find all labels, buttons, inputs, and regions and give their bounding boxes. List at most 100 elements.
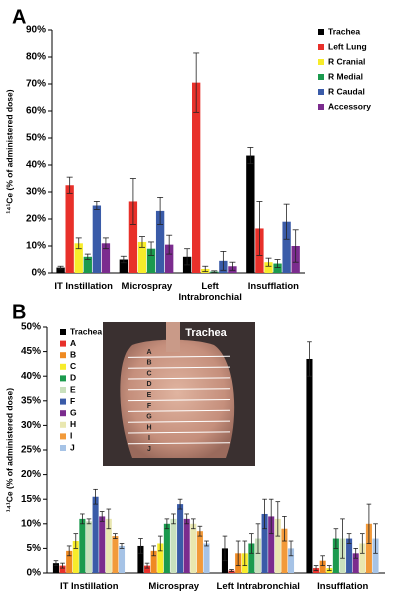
y-tick-label: 60% [26, 106, 46, 117]
error-bar [86, 518, 92, 525]
legend-label: A [70, 338, 76, 348]
error-bar [171, 513, 176, 525]
section-line [127, 442, 231, 445]
legend-label: F [70, 396, 75, 406]
trachea-shape [166, 322, 180, 352]
section-label: F [147, 403, 152, 410]
bar [306, 358, 313, 573]
section-label: J [147, 446, 151, 453]
bar [92, 205, 102, 273]
bar [254, 538, 262, 573]
legend-swatch [60, 329, 66, 335]
x-tick-label: IT Instillation [59, 581, 119, 592]
section-label: G [146, 414, 152, 421]
legend-label: R Medial [328, 71, 363, 81]
bar [150, 550, 157, 573]
error-bar [157, 535, 163, 552]
y-tick-label: 35% [21, 395, 41, 406]
legend-swatch [318, 104, 324, 110]
legend-label: D [70, 373, 76, 383]
error-bar [373, 523, 378, 554]
bar [346, 538, 353, 573]
bar [146, 248, 156, 273]
error-bar [177, 498, 183, 510]
legend-label: C [70, 361, 76, 371]
error-bar [220, 250, 227, 271]
error-bar [80, 513, 85, 525]
y-tick-label: 40% [26, 160, 46, 171]
error-bar [184, 513, 190, 525]
error-bar [99, 511, 105, 522]
error-bar [164, 518, 170, 530]
error-bar [265, 257, 272, 267]
bar [273, 263, 282, 273]
section-label: I [148, 435, 150, 442]
x-tick-label: Left Intrabronchial [178, 281, 242, 303]
legend-label: Trachea [70, 326, 102, 336]
section-line [127, 431, 231, 434]
error-bar [255, 523, 261, 554]
error-bar [366, 503, 372, 544]
y-axis-title: ¹⁴¹Ce (% of administered dose) [4, 89, 14, 213]
error-bar [119, 543, 125, 549]
error-bar [333, 528, 339, 549]
bar [157, 543, 164, 573]
bar [170, 518, 177, 573]
y-tick-label: 0% [32, 268, 47, 279]
error-bar [148, 241, 155, 256]
bar [264, 262, 273, 273]
error-bar [57, 265, 64, 270]
x-tick-label: Insufflation [247, 281, 299, 292]
legend-swatch [318, 29, 324, 35]
bar [248, 543, 255, 573]
error-bar [138, 236, 145, 248]
error-bar [53, 560, 59, 567]
bar [177, 504, 184, 573]
section-line [127, 420, 231, 423]
bar [274, 518, 281, 573]
y-tick-label: 50% [21, 322, 41, 333]
section-label: A [146, 349, 151, 356]
bar [372, 538, 379, 573]
bar [246, 155, 255, 273]
y-tick-label: 20% [21, 469, 41, 480]
section-line [127, 366, 231, 369]
legend-swatch [60, 340, 66, 347]
bar [59, 565, 66, 573]
error-bar [138, 538, 143, 554]
section-line [127, 409, 231, 412]
error-bar [106, 508, 112, 530]
bar [261, 513, 268, 573]
error-bar [184, 248, 191, 266]
legend-label: E [70, 384, 76, 394]
error-bar [66, 176, 73, 194]
y-tick-label: 45% [21, 346, 41, 357]
legend-label: B [70, 349, 76, 359]
bar [52, 563, 59, 573]
error-bar [120, 255, 127, 264]
legend-label: R Cranial [328, 56, 365, 66]
error-bar [202, 265, 209, 273]
error-bar [73, 533, 79, 549]
bar [118, 545, 126, 573]
section-label: H [146, 424, 151, 431]
bar [56, 267, 65, 273]
legend-swatch [318, 59, 324, 65]
y-tick-label: 5% [27, 543, 42, 554]
legend-swatch [318, 44, 324, 50]
error-bar [151, 545, 156, 557]
y-tick-label: 50% [26, 133, 46, 144]
bar [105, 518, 112, 573]
error-bar [247, 147, 254, 165]
error-bar [102, 237, 109, 250]
error-bar [340, 518, 345, 559]
error-bar [256, 201, 263, 256]
error-bar [249, 533, 254, 554]
error-bar [93, 201, 100, 210]
y-tick-label: 30% [21, 420, 41, 431]
bar [332, 538, 339, 573]
panel-label: B [12, 301, 26, 323]
error-bar [144, 562, 150, 569]
